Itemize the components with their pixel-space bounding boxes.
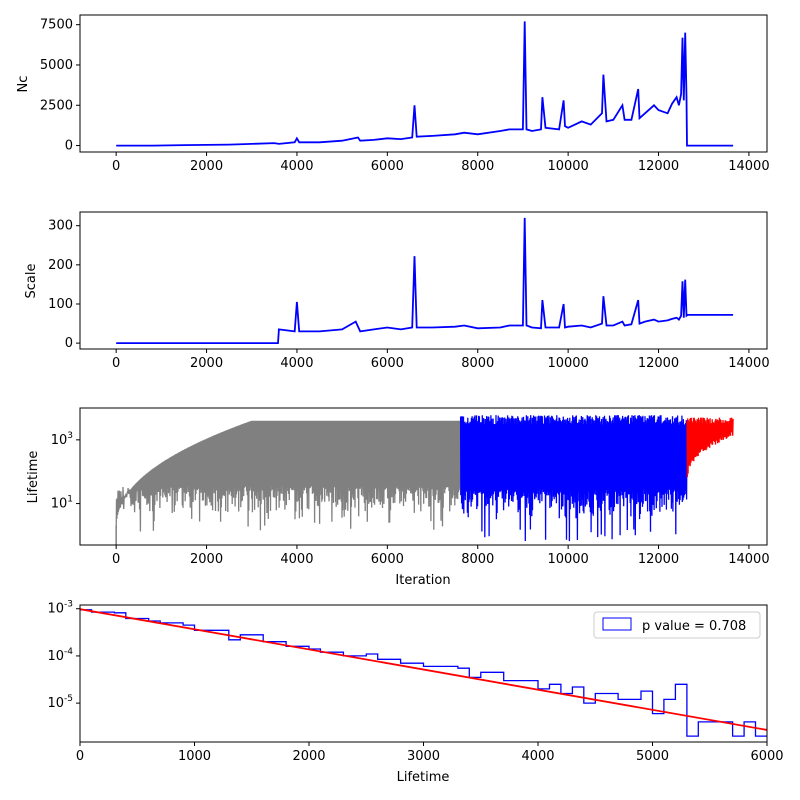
lifetime-series-1 (459, 415, 688, 542)
x-tick-label: 12000 (638, 552, 679, 567)
panel-scale-ylabel: Scale (24, 264, 39, 299)
y-tick-label: 100 (48, 297, 73, 312)
x-tick-label: 2000 (190, 356, 223, 371)
x-tick-label: 12000 (638, 356, 679, 371)
y-tick-label: 200 (48, 258, 73, 273)
x-tick-label: 8000 (461, 159, 494, 174)
x-tick-label: 2000 (292, 749, 325, 764)
x-tick-label: 2000 (190, 159, 223, 174)
x-tick-label: 0 (112, 552, 120, 567)
legend: p value = 0.708 (593, 611, 761, 639)
panel-nc-yticks: 0 2500 5000 7500 (40, 18, 80, 154)
x-tick-label: 2000 (190, 552, 223, 567)
panel-scale-yticks: 0 100 200 300 (48, 219, 80, 351)
panel-nc-ylabel: Nc (16, 76, 31, 93)
x-tick-label: 6000 (371, 159, 404, 174)
panel-lifetime-xlabel: Iteration (395, 573, 450, 588)
x-tick-label: 0 (76, 749, 84, 764)
panel-lifetime: 0 2000 4000 6000 8000 10000 12000 14000 101103 … (26, 407, 770, 588)
panel-hist: 0 1000 2000 3000 4000 5000 6000 10-510-410-3 L… (47, 600, 783, 785)
panel-scale: 0 2000 4000 6000 8000 10000 12000 14000 0 100 200… (24, 211, 770, 371)
legend-box (593, 611, 761, 639)
x-tick-label: 8000 (461, 552, 494, 567)
panel-lifetime-xticks: 0 2000 4000 6000 8000 10000 12000 14000 (112, 545, 770, 567)
y-tick-label: 0 (65, 139, 73, 154)
x-tick-label: 12000 (638, 159, 679, 174)
panel-nc-frame (79, 14, 768, 153)
panel-scale-frame (79, 211, 768, 350)
y-tick-label: 2500 (40, 98, 73, 113)
x-tick-label: 0 (112, 159, 120, 174)
x-tick-label: 4000 (521, 749, 554, 764)
panel-scale-plot (116, 217, 734, 344)
x-tick-label: 14000 (728, 552, 769, 567)
x-tick-label: 8000 (461, 356, 494, 371)
y-tick-label: 300 (48, 219, 73, 234)
x-tick-label: 14000 (728, 159, 769, 174)
panel-hist-plot (80, 608, 767, 737)
x-tick-label: 4000 (280, 356, 313, 371)
panel-hist-xticks: 0 1000 2000 3000 4000 5000 6000 (76, 742, 784, 764)
x-tick-label: 14000 (728, 356, 769, 371)
panel-lifetime-plot (115, 415, 734, 545)
panel-lifetime-frame (79, 407, 768, 546)
x-tick-label: 4000 (280, 552, 313, 567)
panel-hist-xlabel: Lifetime (397, 770, 450, 785)
lifetime-series-0 (115, 420, 462, 532)
x-tick-label: 1000 (178, 749, 211, 764)
x-tick-label: 6000 (371, 552, 404, 567)
lifetime-series-2 (686, 417, 734, 478)
panel-nc-xticks: 0 2000 4000 6000 8000 10000 12000 14000 (112, 152, 770, 174)
x-tick-label: 5000 (636, 749, 669, 764)
x-tick-label: 4000 (280, 159, 313, 174)
fit-line (80, 608, 767, 731)
panel-lifetime-ylabel: Lifetime (26, 451, 41, 504)
x-tick-label: 3000 (407, 749, 440, 764)
legend-swatch (602, 617, 632, 631)
x-tick-label: 10000 (547, 159, 588, 174)
panel-nc-plot (116, 21, 734, 147)
series-line (116, 217, 734, 344)
histogram-steps (80, 609, 767, 737)
y-tick-label: 5000 (40, 58, 73, 73)
x-tick-label: 10000 (547, 356, 588, 371)
y-tick-label: 0 (65, 336, 73, 351)
legend-label: p value = 0.708 (642, 619, 746, 634)
x-tick-label: 6000 (371, 356, 404, 371)
x-tick-label: 10000 (547, 552, 588, 567)
y-tick-label: 7500 (40, 18, 73, 33)
x-tick-label: 6000 (750, 749, 783, 764)
x-tick-label: 0 (112, 356, 120, 371)
panel-scale-xticks: 0 2000 4000 6000 8000 10000 12000 14000 (112, 349, 770, 371)
panel-nc: 0 2000 4000 6000 8000 10000 12000 14000 0 2500 50… (16, 14, 770, 174)
series-line (116, 21, 734, 147)
